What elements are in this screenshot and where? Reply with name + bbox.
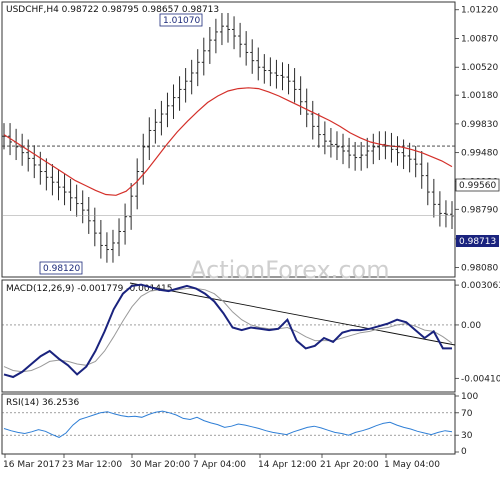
high-annotation-box [159, 13, 203, 27]
level-value-label: 0.99560 [459, 181, 496, 191]
rsi-title: RSI(14) 36.2536 [6, 398, 79, 408]
moving-average-line [3, 87, 453, 196]
low-annotation-box [39, 261, 83, 275]
price-tick-label: 0.99480 [461, 149, 498, 159]
rsi-tick-label: 30 [461, 431, 473, 441]
macd-y-axis: 0.003063 0.00 -0.004104 [455, 281, 500, 384]
x-tick-label: 16 Mar 2017 [3, 460, 60, 470]
rsi-y-axis: 100 70 30 0 [455, 392, 478, 457]
low-annotation: 0.98120 [43, 264, 80, 274]
x-tick-label: 14 Apr 12:00 [258, 460, 317, 470]
macd-tick-label: -0.004104 [461, 374, 500, 384]
current-price-label: 0.98713 [459, 237, 496, 247]
rsi-line [3, 410, 453, 438]
price-tick-label: 1.00520 [461, 63, 498, 73]
price-tick-label: 1.00870 [461, 34, 498, 44]
x-tick-label: 1 May 04:00 [384, 460, 440, 470]
x-tick-label: 21 Apr 20:00 [320, 460, 379, 470]
macd-tick-label: 0.00 [461, 321, 481, 331]
chart-title: USDCHF,H4 0.98722 0.98795 0.98657 0.9871… [6, 5, 219, 15]
rsi-panel [1, 393, 456, 455]
price-tick-label: 0.98790 [461, 205, 498, 215]
high-annotation: 1.01070 [163, 16, 200, 26]
level-value-box [455, 178, 500, 192]
current-price-box [456, 235, 499, 247]
price-tick-label: 1.01220 [461, 6, 498, 16]
price-panel [1, 1, 456, 278]
x-tick-label: 23 Mar 12:00 [62, 460, 122, 470]
macd-trendline [129, 282, 456, 346]
price-tick-label: 0.98080 [461, 264, 498, 274]
macd-panel [1, 279, 456, 393]
x-tick-label: 30 Mar 20:00 [130, 460, 190, 470]
macd-line [3, 283, 452, 379]
macd-tick-label: 0.003063 [461, 281, 500, 291]
x-tick-label: 7 Apr 04:00 [193, 460, 246, 470]
macd-signal-line [3, 288, 453, 373]
rsi-tick-label: 0 [461, 447, 467, 457]
macd-title: MACD(12,26,9) -0.001779 -0.001415 [6, 284, 172, 294]
time-x-axis: 16 Mar 2017 23 Mar 12:00 30 Mar 20:00 7 Apr… [3, 454, 440, 470]
price-y-axis: 1.01220 1.00870 1.00520 1.00180 0.99830 0.994… [455, 6, 498, 274]
watermark: ActionForex.com [190, 256, 390, 284]
price-candles [2, 13, 454, 263]
rsi-tick-label: 100 [461, 392, 478, 402]
price-tick-label: 1.00180 [461, 91, 498, 101]
price-tick-label: 0.99830 [461, 120, 498, 130]
rsi-tick-label: 70 [461, 409, 473, 419]
